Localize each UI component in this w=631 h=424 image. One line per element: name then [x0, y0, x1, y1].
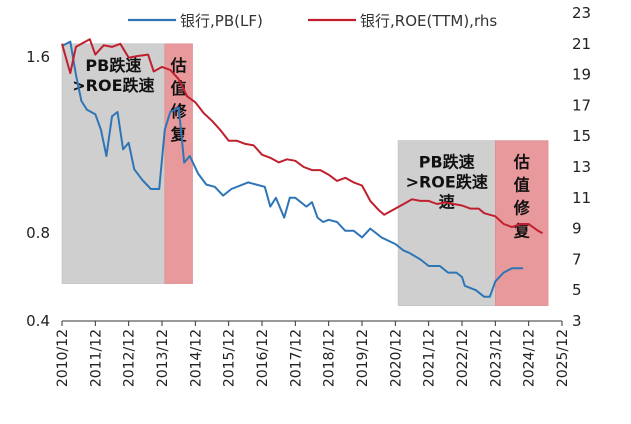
annotation-text-1-3: 复: [170, 125, 188, 144]
y-right-tick-label-5: 13: [572, 158, 591, 176]
legend-label-pb: 银行,PB(LF): [180, 12, 263, 30]
annotation-text-3-3: 复: [513, 222, 531, 241]
annotation-text-3-2: 修: [513, 199, 531, 218]
x-tick-label-0: 2010/12: [55, 329, 71, 387]
y-right-tick-label-1: 5: [572, 281, 582, 299]
legend: 银行,PB(LF) 银行,ROE(TTM),rhs: [128, 12, 497, 30]
annotation-text-3-0: 估: [513, 153, 530, 172]
y-left-tick-label-2: 1.6: [26, 48, 50, 66]
annotation-text-1-1: 值: [171, 79, 187, 98]
annotation-band-0: [61, 43, 166, 284]
y-axis-left: 0.4 0.8 1.6: [26, 48, 50, 330]
x-tick-label-14: 2024/12: [522, 329, 538, 387]
annotation-text-2-0: PB跌速: [419, 153, 475, 172]
y-axis-right: 3 5 7 9 11 13 15 17 19 21 23: [572, 4, 591, 330]
legend-label-roe: 银行,ROE(TTM),rhs: [360, 12, 497, 30]
y-right-tick-label-9: 21: [572, 35, 591, 53]
x-tick-label-8: 2018/12: [322, 329, 338, 387]
annotation-band-1: [164, 43, 193, 284]
y-right-tick-label-10: 23: [572, 4, 591, 22]
x-tick-label-3: 2013/12: [155, 329, 171, 387]
annotation-band-2: [397, 140, 496, 306]
x-tick-label-11: 2021/12: [422, 329, 438, 387]
x-tick-label-6: 2016/12: [255, 329, 271, 387]
annotation-text-3-1: 值: [514, 176, 530, 195]
annotation-text-2-1: >ROE跌速: [406, 173, 488, 192]
x-tick-label-1: 2011/12: [88, 329, 104, 387]
x-tick-label-9: 2019/12: [355, 329, 371, 387]
y-left-tick-label-1: 0.8: [26, 224, 50, 242]
x-tick-label-10: 2020/12: [388, 329, 404, 387]
x-tick-label-4: 2014/12: [188, 329, 204, 387]
annotation-text-0-0: PB跌速: [85, 56, 141, 75]
series-line-pb: [61, 40, 524, 298]
x-tick-label-2: 2012/12: [122, 329, 138, 387]
y-right-tick-label-6: 15: [572, 127, 591, 145]
y-left-tick-label-0: 0.4: [26, 312, 50, 330]
annotation-text-1-0: 估: [170, 56, 187, 75]
annotation-text-0-1: >ROE跌速: [72, 76, 154, 95]
x-tick-label-5: 2015/12: [222, 329, 238, 387]
x-axis: 2010/12 2011/12 2012/12 2013/12 2014/12 2015/…: [55, 321, 571, 387]
x-tick-label-12: 2022/12: [455, 329, 471, 387]
y-right-tick-label-8: 19: [572, 66, 591, 84]
series-line-roe: [61, 38, 543, 235]
x-tick-label-7: 2017/12: [288, 329, 304, 387]
y-right-tick-label-2: 7: [572, 250, 582, 268]
y-right-tick-label-0: 3: [572, 312, 582, 330]
x-tick-label-13: 2023/12: [488, 329, 504, 387]
series-lines: [61, 38, 543, 298]
y-right-tick-label-7: 17: [572, 96, 591, 114]
x-tick-label-15: 2025/12: [555, 329, 571, 387]
y-right-tick-label-4: 11: [572, 189, 591, 207]
y-right-tick-label-3: 9: [572, 220, 582, 238]
